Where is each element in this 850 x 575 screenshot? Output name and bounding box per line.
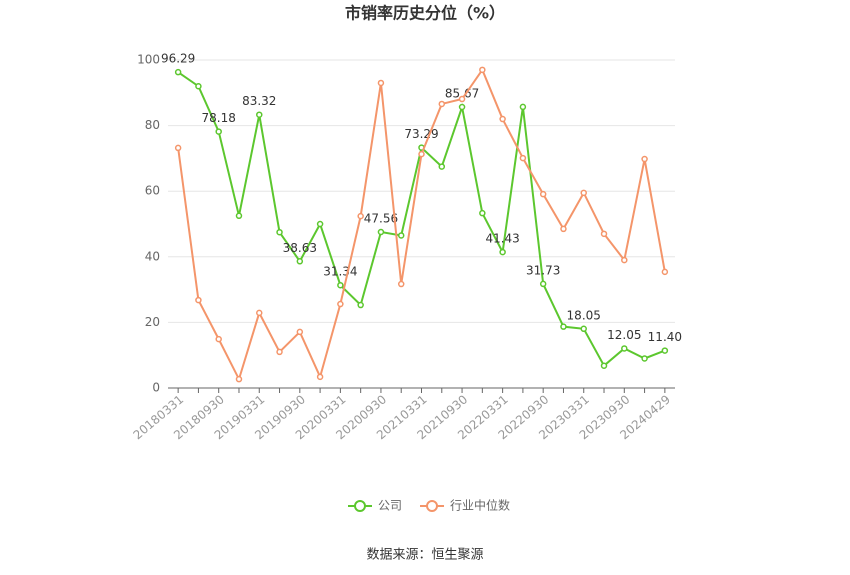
point [276, 348, 283, 356]
point [438, 100, 446, 108]
data-label: 96.29 [161, 52, 195, 66]
point [539, 280, 547, 288]
point [174, 144, 182, 152]
point [256, 309, 263, 317]
point [499, 115, 506, 123]
point [641, 155, 648, 163]
point [316, 220, 324, 228]
data-label: 83.32 [242, 94, 276, 108]
point [621, 256, 628, 264]
point [661, 347, 669, 354]
point [377, 228, 385, 236]
point [174, 68, 182, 76]
data-label: 12.05 [607, 328, 641, 342]
point [580, 325, 587, 333]
point [377, 79, 385, 87]
legend-label: 公司 [378, 499, 402, 513]
point [296, 258, 304, 265]
data-label: 18.05 [567, 308, 601, 322]
point [195, 296, 202, 304]
point [479, 209, 486, 217]
point [499, 248, 506, 256]
point [600, 230, 608, 238]
point [276, 228, 283, 236]
point [438, 163, 446, 170]
data-label: 78.18 [202, 111, 236, 125]
data-label: 11.40 [648, 330, 682, 344]
point [519, 103, 527, 111]
data-label: 31.73 [526, 263, 560, 277]
point [296, 328, 304, 336]
point [357, 301, 364, 309]
legend-swatch [426, 500, 439, 512]
point [600, 362, 608, 369]
data-label: 73.29 [404, 127, 438, 141]
point [479, 66, 486, 74]
point [539, 190, 547, 198]
point [256, 111, 263, 118]
data-label: 38.63 [283, 241, 317, 255]
data-label: 31.34 [323, 265, 357, 279]
point [195, 82, 202, 90]
point [397, 232, 405, 239]
point [418, 150, 425, 158]
point [560, 225, 567, 233]
point [580, 189, 587, 197]
point [560, 323, 567, 330]
source: 数据来源：恒生聚源 [366, 548, 483, 563]
chart-title: 市销率历史分位（%） [345, 4, 505, 23]
data-label: 85.67 [445, 87, 479, 101]
y-tick-label: 40 [145, 249, 160, 263]
point [316, 373, 324, 381]
point [337, 300, 344, 308]
point [458, 103, 466, 111]
point [235, 375, 243, 383]
point [215, 335, 222, 343]
point [235, 212, 243, 220]
point [337, 281, 344, 289]
point [215, 128, 222, 135]
y-tick-label: 100 [137, 53, 160, 67]
point [519, 154, 527, 162]
legend-label: 行业中位数 [450, 498, 510, 513]
point [397, 280, 405, 288]
y-tick-label: 60 [145, 184, 160, 198]
point [661, 268, 669, 276]
legend-swatch [354, 500, 366, 512]
series-line [177, 67, 666, 382]
y-tick-label: 80 [145, 118, 160, 132]
point [641, 355, 648, 362]
data-label: 41.43 [485, 232, 519, 246]
point [357, 212, 364, 220]
point [458, 95, 466, 103]
point [621, 345, 628, 352]
data-label: 47.56 [364, 212, 398, 226]
y-tick-label: 0 [152, 381, 160, 395]
y-tick-label: 20 [145, 315, 160, 329]
